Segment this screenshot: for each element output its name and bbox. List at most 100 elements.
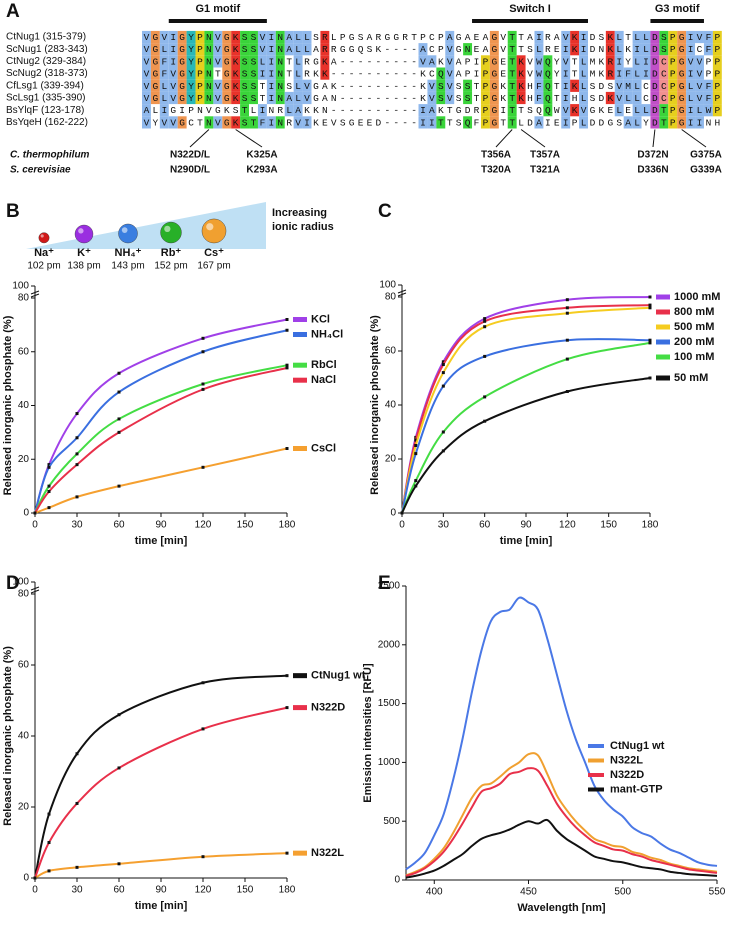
residue-shade [240,79,250,92]
data-point [75,865,79,869]
data-point [75,452,79,456]
data-point [75,752,79,756]
data-line [34,706,288,879]
residue-shade [543,79,553,92]
residue-shade [561,43,571,56]
residue-shade [186,55,196,68]
residue-shade [614,67,624,80]
sequence: VYVVGCTNVGKSTFINRVIKEVSGEED----IITTSQFPG… [144,117,721,128]
y-tick-label: 100 [379,280,396,291]
panel-letter: D [6,573,20,594]
data-line [401,377,651,514]
residue-shade [284,30,294,44]
sequence: ALIGIPNVGKSTLINRLAKKN----------IAKTGDRPG… [144,105,721,116]
legend-label: N322L [610,754,643,766]
mutation-label: K325A [246,150,277,161]
legend-label: 200 mM [674,336,714,348]
residue-shade [480,116,490,129]
residue-shade [231,43,241,56]
data-point [201,855,205,859]
residue-shade [240,116,250,129]
legend-swatch [293,705,307,711]
residue-shade [712,91,722,105]
residue-shade [712,30,722,44]
residue-shade [320,43,330,56]
residue-shade [668,55,678,68]
residue-shade [302,116,312,129]
motif-label: Switch I [509,3,551,15]
data-point [47,465,51,469]
residue-shade [712,55,722,68]
residue-shade [204,91,214,105]
ion-highlight [78,228,84,234]
legend-label: mant-GTP [610,783,663,795]
legend-swatch [293,332,307,337]
residue-shade [150,43,160,56]
residue-shade [168,116,178,129]
y-tick-label: 0 [394,875,400,886]
panel-letter: C [378,201,392,222]
axis-line [34,582,287,879]
residue-shade [159,30,169,44]
data-point [201,350,205,354]
residue-shade [516,79,526,92]
data-point [33,876,37,880]
data-point [285,363,289,367]
residue-shade [614,30,624,44]
data-point [47,490,51,493]
data-point [117,862,121,866]
sequence: VGFVGYPNTGKSSIINTLRKK----------KCQVAPIPG… [144,69,721,80]
residue-shade [249,116,258,129]
residue-shade [445,91,455,105]
residue-shade [159,104,169,117]
residue-shade [427,104,437,117]
residue-shade [302,30,312,44]
axis-break [397,292,407,297]
residue-shade [445,79,455,92]
residue-shade [231,79,241,92]
residue-shade [695,91,704,105]
data-point [117,430,121,434]
residue-shade [570,30,580,44]
mutation-label: T321A [530,165,560,176]
mutation-pointer [235,129,263,148]
residue-shade [632,43,642,56]
x-tick-label: 450 [520,887,537,898]
x-tick-label: 150 [600,520,617,531]
residue-shade [703,104,713,117]
residue-shade [561,116,571,129]
mutation-label: T320A [481,165,511,176]
residue-shade [463,91,473,105]
data-point [483,395,487,399]
residue-shade [703,91,713,105]
residue-shade [489,43,499,56]
residue-shade [436,116,446,129]
residue-shade [632,55,642,68]
residue-shade [231,55,241,68]
residue-shade [159,91,169,105]
residue-shade [213,91,223,105]
mutation-pointer [189,129,210,148]
residue-shade [293,104,303,117]
residue-shade [463,116,473,129]
legend-swatch [293,377,307,383]
residue-shade [614,43,624,56]
axis-break [30,293,40,298]
x-tick-label: 180 [279,520,296,531]
data-point [117,484,121,488]
residue-shade [659,116,669,129]
x-tick-label: 30 [71,520,83,531]
residue-shade [150,91,160,105]
data-point [47,869,51,873]
data-point [414,444,418,447]
legend-label: 100 mM [674,351,714,363]
x-tick-label: 90 [155,520,167,531]
data-line [34,852,288,879]
residue-shade [222,91,232,105]
residue-shade [320,30,330,44]
residue-shade [195,79,205,92]
residue-shade [561,91,571,105]
residue-shade [231,67,241,80]
data-line [401,306,651,514]
residue-shade [579,55,588,68]
